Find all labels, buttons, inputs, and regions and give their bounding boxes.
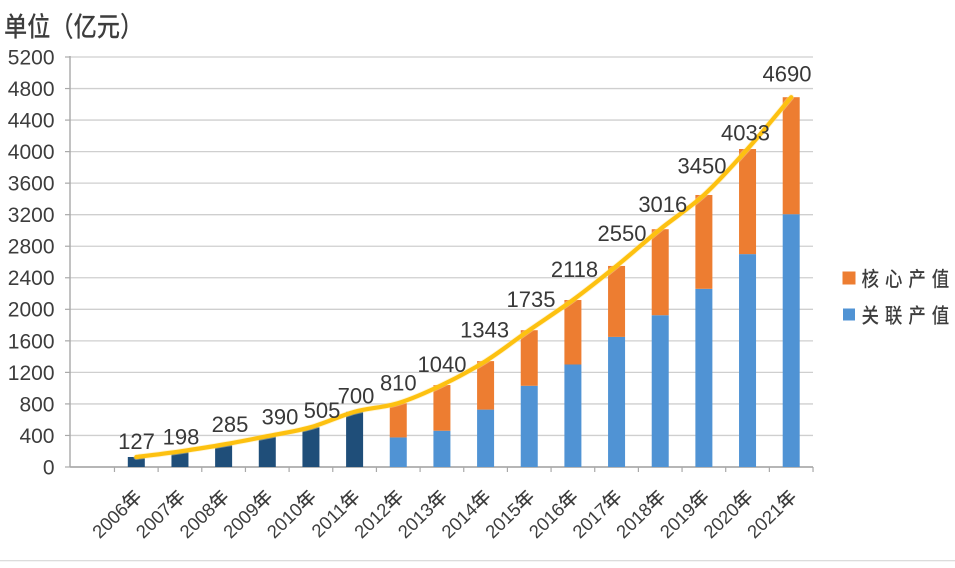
svg-text:700: 700: [338, 384, 375, 409]
svg-text:127: 127: [118, 429, 155, 454]
svg-text:1343: 1343: [460, 317, 509, 342]
svg-text:1600: 1600: [8, 330, 55, 353]
svg-text:1735: 1735: [507, 287, 556, 312]
svg-text:1200: 1200: [8, 362, 55, 385]
svg-text:0: 0: [43, 456, 55, 479]
svg-text:2400: 2400: [8, 267, 55, 290]
svg-text:3600: 3600: [8, 173, 55, 196]
svg-text:4690: 4690: [763, 62, 812, 87]
svg-text:1040: 1040: [418, 352, 467, 377]
svg-text:285: 285: [212, 412, 249, 437]
svg-text:4033: 4033: [721, 121, 770, 146]
svg-text:2000: 2000: [8, 299, 55, 322]
svg-text:2118: 2118: [551, 257, 598, 282]
svg-text:2550: 2550: [598, 221, 647, 246]
svg-text:4400: 4400: [8, 109, 55, 132]
svg-text:800: 800: [19, 393, 54, 416]
svg-text:400: 400: [19, 425, 54, 448]
svg-text:3200: 3200: [8, 204, 55, 227]
svg-text:5200: 5200: [8, 46, 55, 69]
svg-text:3016: 3016: [638, 192, 687, 217]
svg-text:390: 390: [262, 405, 299, 430]
svg-text:810: 810: [380, 371, 417, 396]
svg-text:4000: 4000: [8, 141, 55, 164]
svg-text:198: 198: [163, 425, 200, 450]
svg-text:505: 505: [304, 398, 341, 423]
svg-text:2800: 2800: [8, 236, 55, 259]
svg-text:4800: 4800: [8, 78, 55, 101]
svg-text:3450: 3450: [678, 154, 727, 179]
